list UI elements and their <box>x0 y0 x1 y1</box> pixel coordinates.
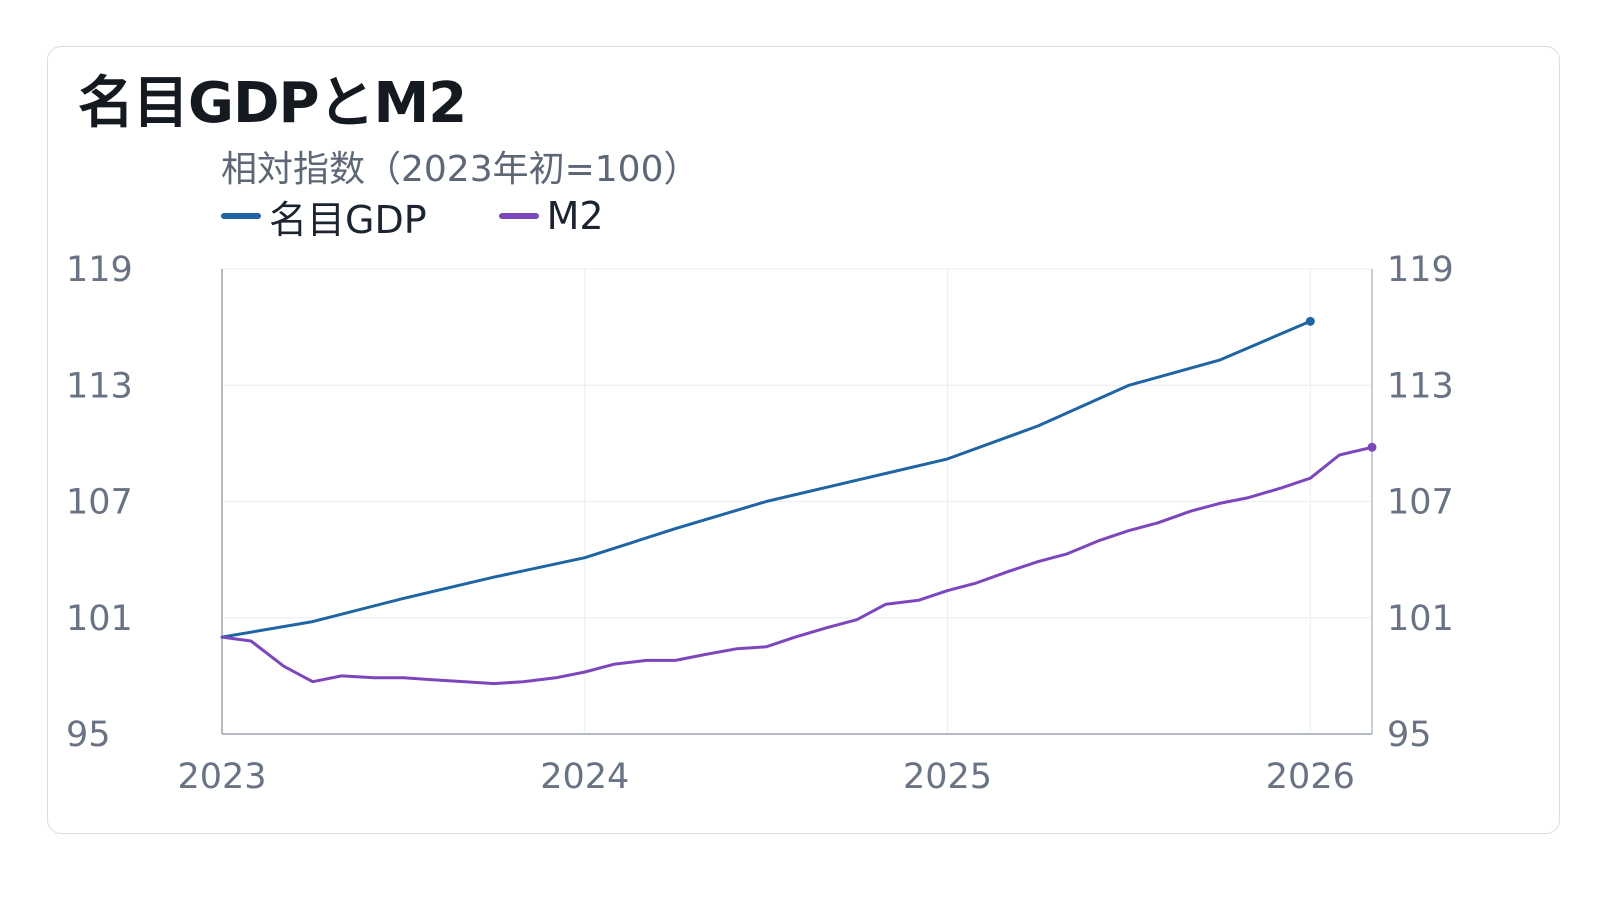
x-tick-label: 2023 <box>177 757 266 797</box>
series-line-m2 <box>220 445 1374 686</box>
y-tick-label-right: 95 <box>1387 715 1432 755</box>
chart-card <box>47 46 1560 834</box>
legend-item-gdp[interactable]: 名目GDP <box>221 189 427 244</box>
legend-swatch-m2 <box>498 213 539 219</box>
chart-title: 名目GDPとM2 <box>78 71 467 136</box>
legend: 名目GDP M2 <box>221 193 676 242</box>
y-tick-label-left: 119 <box>66 250 133 290</box>
legend-label-gdp: 名目GDP <box>269 197 427 242</box>
series-line-gdp <box>220 319 1312 639</box>
y-tick-label-left: 113 <box>66 366 133 406</box>
legend-swatch-gdp <box>221 213 261 219</box>
series-endpoint-m2 <box>1367 442 1377 452</box>
legend-item-m2[interactable]: M2 <box>498 194 604 238</box>
y-tick-label-right: 107 <box>1387 483 1454 523</box>
x-tick-label: 2026 <box>1266 757 1355 797</box>
y-tick-label-left: 95 <box>66 715 111 755</box>
y-tick-label-left: 107 <box>66 483 133 523</box>
legend-label-m2: M2 <box>546 194 604 238</box>
y-tick-label-left: 101 <box>66 599 133 639</box>
chart-subtitle: 相対指数（2023年初=100） <box>221 149 700 190</box>
x-tick-label: 2024 <box>540 757 629 797</box>
y-tick-label-right: 119 <box>1387 250 1454 290</box>
x-tick-label: 2025 <box>903 757 992 797</box>
series-endpoint-gdp <box>1305 316 1315 326</box>
y-tick-label-right: 113 <box>1387 366 1454 406</box>
y-tick-label-right: 101 <box>1387 599 1454 639</box>
